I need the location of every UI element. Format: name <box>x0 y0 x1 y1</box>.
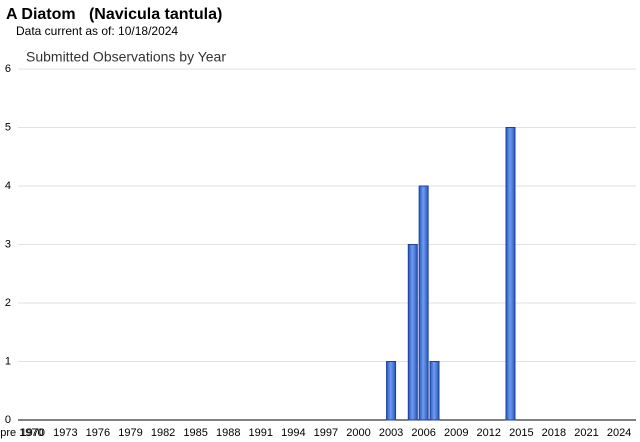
y-tick-label: 6 <box>5 63 11 75</box>
x-tick-label: 2018 <box>542 427 566 439</box>
x-tick-label: 2021 <box>574 427 598 439</box>
data-note: Data current as of: 10/18/2024 <box>16 24 178 38</box>
y-tick-label: 2 <box>5 297 11 309</box>
y-tick-label: 5 <box>5 121 11 133</box>
bar <box>429 361 440 421</box>
x-tick-label: 1970 <box>21 427 45 439</box>
y-tick-label: 3 <box>5 238 11 250</box>
x-tick-label: 2015 <box>509 427 533 439</box>
y-tick-label: 4 <box>5 180 11 192</box>
x-tick-label: 2000 <box>346 427 370 439</box>
x-tick-label: 1973 <box>53 427 77 439</box>
page-title: A Diatom (Navicula tantula) <box>6 6 222 23</box>
x-tick-label: 1997 <box>314 427 338 439</box>
bar <box>505 127 516 421</box>
x-tick-label: 1994 <box>281 427 305 439</box>
x-tick-label: 2003 <box>379 427 403 439</box>
y-tick-label: 1 <box>5 355 11 367</box>
x-tick-label: 1991 <box>249 427 273 439</box>
x-tick-label: 2009 <box>444 427 468 439</box>
x-tick-label: 1979 <box>118 427 142 439</box>
bar <box>407 244 418 421</box>
x-tick-label: 1976 <box>86 427 110 439</box>
bar <box>418 185 429 421</box>
x-tick-label: pre 1970 <box>0 427 43 439</box>
x-tick-label: 2012 <box>477 427 501 439</box>
x-tick-label: 1982 <box>151 427 175 439</box>
bar <box>386 361 397 421</box>
x-tick-label: 1988 <box>216 427 240 439</box>
chart-title: Submitted Observations by Year <box>26 49 226 65</box>
x-tick-label: 2006 <box>411 427 435 439</box>
x-tick-label: 2024 <box>607 427 631 439</box>
x-tick-label: 1985 <box>183 427 207 439</box>
y-tick-label: 0 <box>5 414 11 426</box>
